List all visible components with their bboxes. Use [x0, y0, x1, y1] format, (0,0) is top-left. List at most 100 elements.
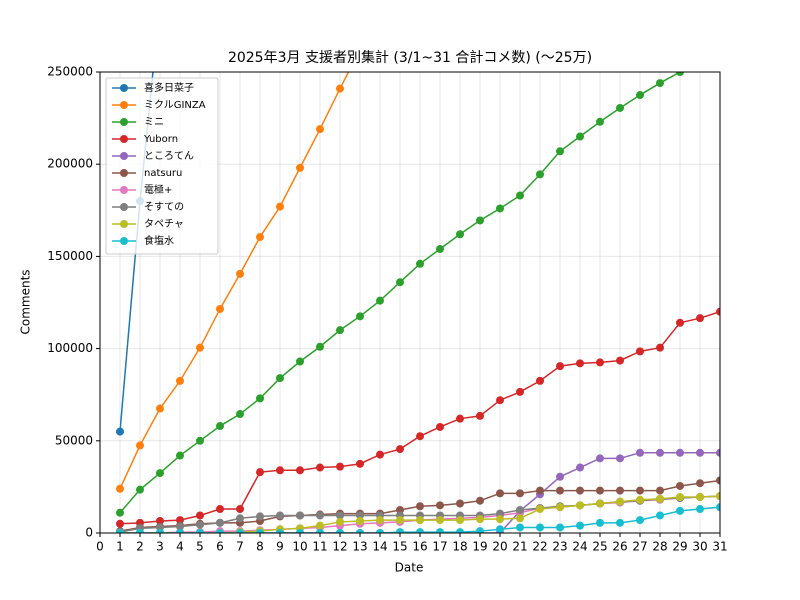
- x-tick-label: 25: [592, 540, 607, 554]
- data-point: [436, 245, 444, 254]
- data-point: [516, 191, 524, 200]
- data-point: [556, 503, 564, 512]
- legend-label: そすての: [144, 201, 184, 213]
- data-point: [516, 489, 524, 498]
- data-point: [356, 312, 364, 321]
- data-point: [176, 451, 184, 460]
- data-point: [676, 506, 684, 515]
- data-point: [156, 517, 164, 526]
- data-point: [276, 511, 284, 520]
- data-point: [676, 448, 684, 457]
- x-tick-label: 11: [312, 540, 327, 554]
- data-point: [616, 486, 624, 495]
- data-point: [376, 529, 384, 533]
- data-point: [576, 521, 584, 530]
- legend-marker: [120, 152, 128, 160]
- data-point: [536, 376, 544, 385]
- data-point: [556, 147, 564, 156]
- data-point: [336, 517, 344, 526]
- data-point: [716, 46, 724, 54]
- data-point: [516, 387, 524, 396]
- data-point: [176, 376, 184, 385]
- data-point: [516, 523, 524, 532]
- y-tick-label: 100000: [47, 341, 93, 355]
- data-point: [536, 170, 544, 179]
- data-point: [316, 521, 324, 530]
- data-point: [636, 516, 644, 525]
- data-point: [236, 410, 244, 419]
- data-point: [656, 343, 664, 352]
- data-point: [476, 496, 484, 505]
- x-tick-label: 30: [692, 540, 707, 554]
- plot-area: [116, 7, 724, 533]
- x-tick-label: 22: [532, 540, 547, 554]
- x-tick-label: 31: [712, 540, 727, 554]
- data-point: [696, 505, 704, 514]
- data-point: [636, 448, 644, 457]
- data-point: [136, 485, 144, 494]
- data-point: [316, 529, 324, 533]
- x-tick-label: 9: [276, 540, 284, 554]
- data-point: [196, 511, 204, 520]
- data-point: [536, 523, 544, 532]
- y-tick-label: 250000: [47, 65, 93, 79]
- data-point: [556, 486, 564, 495]
- x-tick-label: 23: [552, 540, 567, 554]
- x-tick-label: 15: [392, 540, 407, 554]
- data-point: [376, 7, 384, 15]
- data-point: [176, 522, 184, 531]
- data-point: [256, 394, 264, 403]
- data-point: [456, 499, 464, 508]
- data-point: [416, 528, 424, 533]
- data-point: [476, 216, 484, 225]
- data-point: [116, 519, 124, 528]
- data-point: [336, 529, 344, 533]
- chart-title: 2025年3月 支援者別集計 (3/1~31 合計コメ数) (〜25万): [228, 49, 592, 66]
- legend-label: Yuborn: [143, 134, 178, 145]
- x-tick-label: 19: [472, 540, 487, 554]
- legend-marker: [120, 84, 128, 92]
- data-point: [656, 494, 664, 503]
- legend-label: 食塩水: [144, 234, 174, 247]
- data-point: [396, 445, 404, 454]
- data-point: [636, 495, 644, 504]
- data-point: [576, 486, 584, 495]
- data-point: [316, 511, 324, 520]
- data-point: [576, 501, 584, 510]
- legend-marker: [120, 118, 128, 126]
- x-tick-label: 6: [216, 540, 224, 554]
- data-point: [236, 514, 244, 523]
- data-point: [516, 505, 524, 514]
- data-point: [616, 103, 624, 112]
- data-point: [276, 202, 284, 211]
- data-point: [396, 505, 404, 514]
- data-point: [336, 326, 344, 335]
- data-point: [216, 422, 224, 431]
- data-point: [496, 489, 504, 498]
- data-point: [596, 454, 604, 463]
- data-point: [476, 527, 484, 533]
- data-point: [216, 304, 224, 313]
- data-point: [676, 72, 684, 76]
- data-point: [636, 347, 644, 356]
- data-point: [156, 404, 164, 413]
- data-point: [356, 517, 364, 526]
- data-point: [556, 523, 564, 532]
- legend-label: タペチャ: [144, 218, 184, 230]
- data-point: [396, 516, 404, 525]
- x-tick-label: 5: [196, 540, 204, 554]
- legend-label: 喜多日菜子: [144, 81, 194, 94]
- data-point: [116, 529, 124, 533]
- data-point: [596, 518, 604, 527]
- legend-label: 電極+: [144, 183, 172, 196]
- x-tick-label: 28: [652, 540, 667, 554]
- data-point: [116, 484, 124, 493]
- data-point: [176, 529, 184, 533]
- data-point: [356, 459, 364, 468]
- y-tick-label: 200000: [47, 157, 93, 171]
- data-point: [696, 479, 704, 488]
- legend-marker: [120, 135, 128, 143]
- data-point: [476, 515, 484, 524]
- data-point: [576, 463, 584, 472]
- legend-label: ところてん: [144, 150, 194, 162]
